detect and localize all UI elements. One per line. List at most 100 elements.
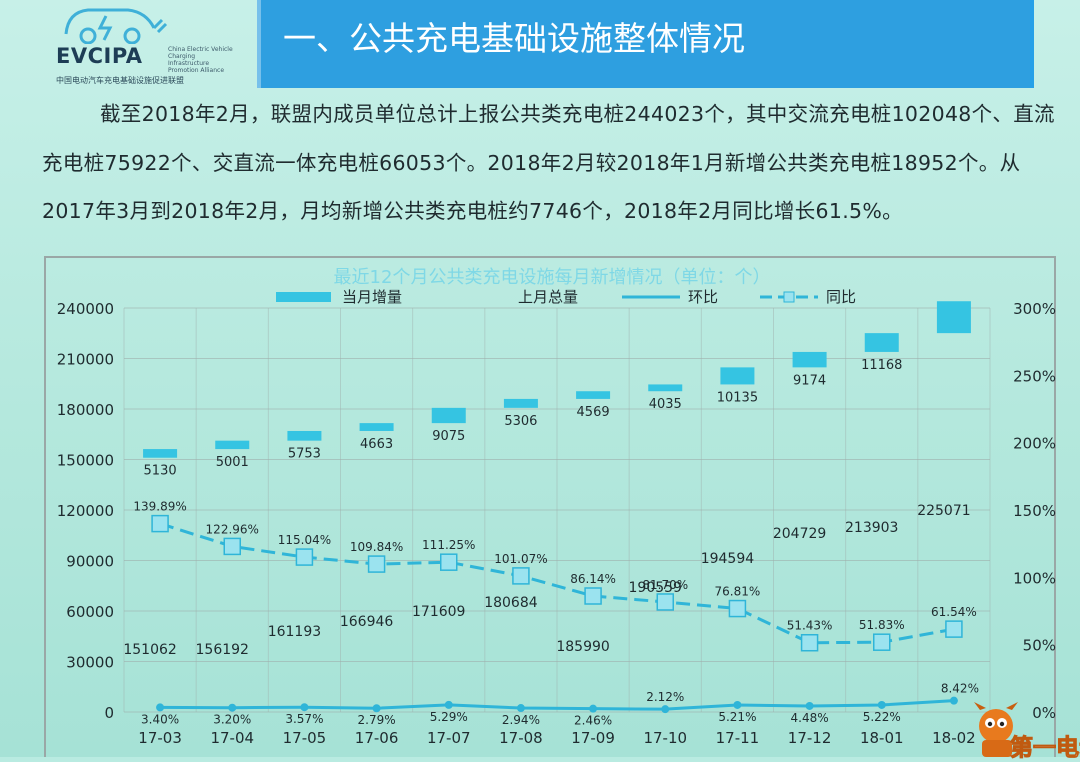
mom-marker: [372, 704, 381, 713]
left-tick-label: 60000: [66, 603, 114, 621]
bar-increment-label: 5306: [504, 414, 537, 429]
mom-label: 2.46%: [574, 714, 612, 728]
yoy-marker: [584, 587, 602, 605]
yoy-marker: [656, 593, 674, 611]
page-title: 一、公共充电基础设施整体情况: [283, 19, 745, 58]
mom-label: 4.48%: [791, 711, 829, 725]
summary-paragraph: 截至2018年2月，联盟内成员单位总计上报公共类充电桩244023个，其中交流充…: [42, 102, 1055, 223]
x-tick-label: 17-11: [716, 729, 760, 747]
bar-increment-label: 11168: [861, 358, 902, 373]
yoy-line: [159, 522, 955, 645]
bar-increment: [287, 430, 322, 441]
yoy-label: 101.07%: [494, 552, 547, 566]
left-tick-label: 0: [104, 704, 114, 722]
bar-increment-label: 9075: [432, 429, 465, 444]
yoy-marker: [873, 633, 891, 651]
left-tick-label: 120000: [57, 502, 114, 520]
legend-label: 同比: [826, 288, 856, 306]
x-tick-label: 17-12: [788, 729, 832, 747]
bar-increment: [143, 449, 178, 458]
bar-increment: [792, 351, 827, 368]
yoy-label: 122.96%: [206, 522, 259, 536]
yoy-marker: [728, 599, 747, 618]
yoy-marker: [800, 633, 819, 652]
yoy-marker: [223, 537, 241, 556]
watermark-mascot: [974, 702, 1018, 757]
mom-label: 2.79%: [358, 713, 396, 727]
mom-marker: [589, 704, 598, 713]
title-accent: [257, 0, 261, 88]
base-total-label: 166946: [340, 614, 394, 630]
yoy-label: 51.43%: [787, 619, 833, 633]
right-tick-label: 50%: [1023, 637, 1056, 655]
mom-label: 3.20%: [213, 713, 251, 727]
left-tick-label: 210000: [57, 351, 114, 369]
base-total-label: 190559: [629, 580, 682, 596]
mom-marker: [733, 700, 742, 709]
logo-org-name: 中国电动汽车充电基础设施促进联盟: [56, 76, 184, 85]
legend-swatch-marker: [783, 291, 795, 303]
right-tick-label: 300%: [1013, 300, 1056, 318]
bar-increment: [359, 423, 394, 431]
bar-increment: [720, 367, 755, 385]
bar-increment: [215, 440, 250, 450]
x-tick-label: 17-03: [138, 729, 182, 747]
right-tick-label: 200%: [1013, 435, 1056, 453]
right-tick-label: 150%: [1013, 502, 1056, 520]
yoy-label: 51.83%: [859, 618, 905, 632]
logo-text: EVCIPA: [56, 44, 143, 68]
left-tick-label: 30000: [66, 654, 114, 672]
bar-increment: [503, 398, 538, 408]
base-total-label: 161193: [268, 624, 321, 640]
bar-increment-label: 4663: [360, 437, 393, 452]
mom-label: 5.22%: [863, 710, 901, 724]
yoy-marker: [151, 514, 169, 533]
bar-increment-label: 4035: [649, 397, 682, 412]
right-tick-label: 0%: [1032, 704, 1056, 722]
yoy-label: 111.25%: [422, 538, 475, 552]
bar-increment: [864, 333, 899, 352]
legend-label: 上月总量: [518, 288, 578, 306]
base-total-label: 204729: [773, 526, 826, 542]
yoy-marker: [945, 620, 963, 638]
base-total-label: 171609: [412, 604, 465, 620]
bar-increment-label: 5001: [216, 455, 249, 470]
car-plug-icon: [64, 8, 168, 44]
mom-label: 3.40%: [141, 712, 179, 726]
mom-marker: [300, 703, 309, 712]
left-tick-label: 150000: [57, 452, 114, 470]
x-tick-label: 18-02: [932, 729, 976, 747]
bar-increment: [648, 384, 683, 392]
yoy-label: 109.84%: [350, 540, 403, 554]
x-tick-label: 18-01: [860, 729, 904, 747]
x-tick-label: 17-10: [643, 729, 687, 747]
x-tick-label: 17-04: [210, 729, 254, 747]
base-total-label: 225071: [917, 503, 970, 519]
yoy-marker: [367, 555, 386, 573]
bar-increment-label: 5130: [144, 464, 177, 479]
yoy-label: 81.70%: [642, 578, 688, 592]
yoy-marker: [295, 548, 314, 566]
mom-marker: [444, 700, 453, 709]
mom-marker: [228, 703, 237, 712]
x-tick-label: 17-09: [571, 729, 615, 747]
base-total-label: 185990: [556, 639, 609, 655]
mom-label: 5.29%: [430, 710, 468, 724]
x-tick-label: 17-08: [499, 729, 543, 747]
base-total-label: 156192: [196, 642, 249, 658]
title-bar: 一、公共充电基础设施整体情况: [257, 0, 1034, 88]
mom-label: 8.42%: [941, 682, 979, 696]
bar-increment: [576, 391, 611, 399]
left-tick-label: 240000: [57, 300, 114, 318]
mom-label: 5.21%: [718, 710, 756, 724]
logo-subtext: China Electric Vehicle Charging Infrastr…: [168, 46, 233, 74]
bar-increment-label: 10135: [717, 390, 758, 405]
yoy-marker: [440, 553, 458, 571]
mom-marker: [949, 696, 958, 705]
x-tick-label: 17-06: [355, 729, 399, 747]
left-tick-label: 180000: [57, 401, 114, 419]
bar-increment-label: 5753: [288, 447, 321, 462]
mom-label: 2.94%: [502, 713, 540, 727]
base-total-label: 194594: [701, 551, 755, 567]
